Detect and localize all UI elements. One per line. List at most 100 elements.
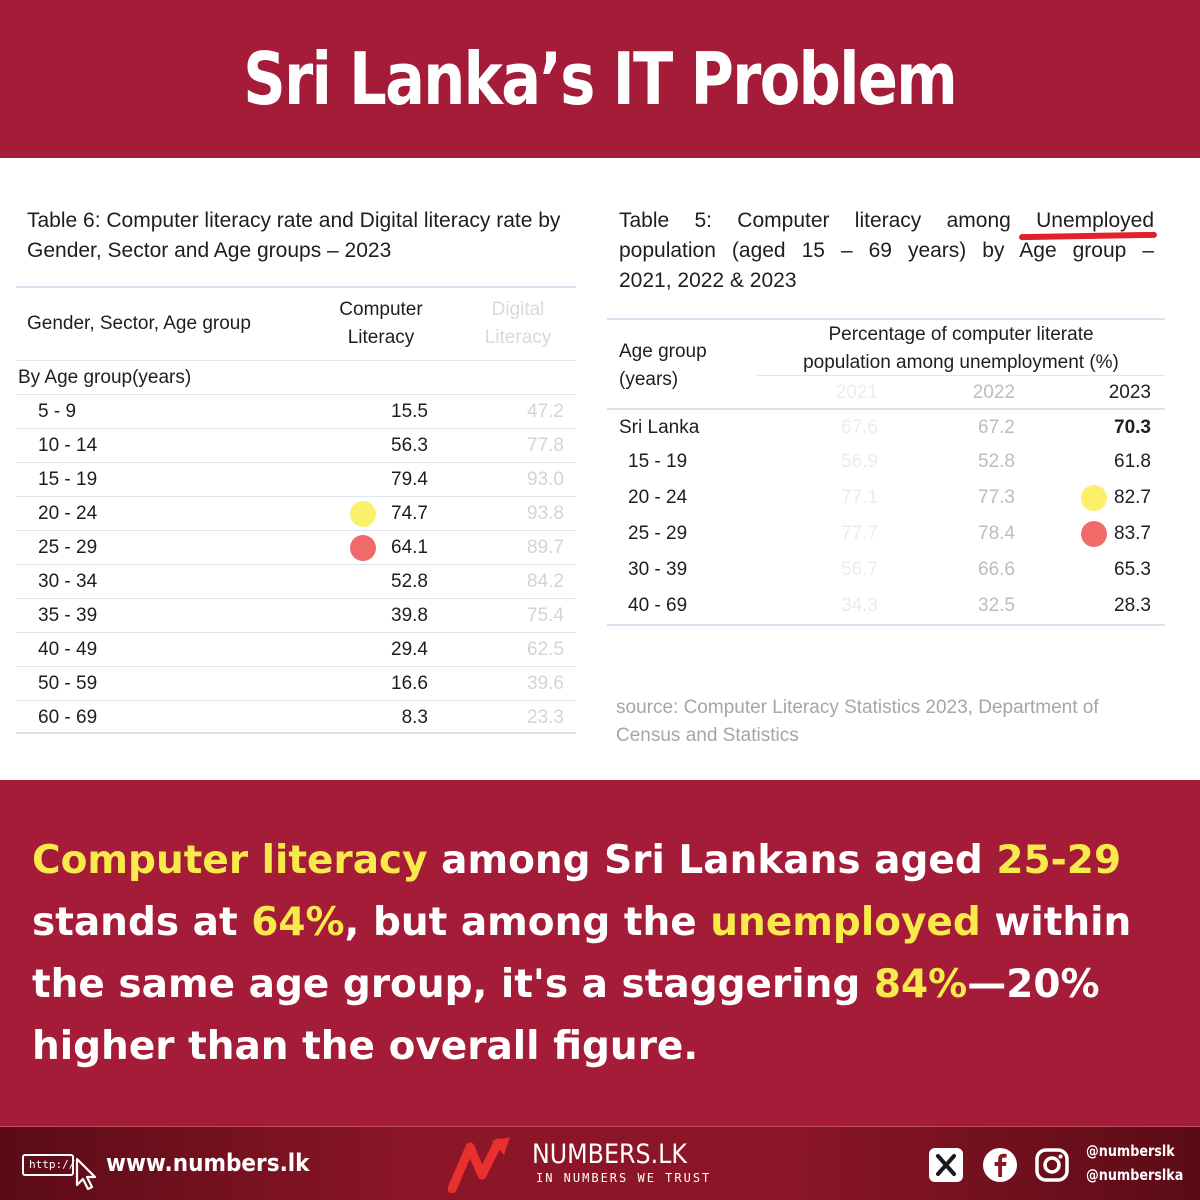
table5-col-percentage: Percentage of computer literate populati…	[757, 320, 1165, 376]
table6-rows: 5 - 9 15.5 47.2 10 - 14 56.3 77.8 15 - 19 79.4 9…	[16, 394, 576, 734]
value-2023-cell: 82.7	[1114, 487, 1151, 508]
page-title: Sri Lanka’s IT Problem	[243, 37, 959, 121]
table6-col-computer-line2: Literacy	[347, 327, 415, 348]
digital-literacy-cell: 89.7	[527, 537, 564, 558]
value-2021-cell: 56.7	[841, 559, 878, 580]
table-row: 30 - 34 52.8 84.2	[16, 564, 576, 598]
digital-literacy-cell: 47.2	[527, 401, 564, 422]
value-2023-cell: 28.3	[1114, 595, 1151, 616]
key-statement: Computer literacy among Sri Lankans aged…	[32, 830, 1182, 1078]
age-group-cell: 25 - 29	[628, 523, 688, 544]
table6-col-computer-line1: Computer	[339, 299, 423, 320]
brand-tagline: IN NUMBERS WE TRUST	[536, 1171, 712, 1185]
statement-text: —20% higher than the overall figure.	[32, 962, 1100, 1069]
age-cell: 35 - 39	[38, 605, 98, 626]
footer: http:// www.numbers.lk NUMBERS.LK IN NUM…	[0, 1126, 1200, 1200]
age-cell: 5 - 9	[38, 401, 77, 422]
computer-literacy-cell: 39.8	[391, 605, 428, 626]
tables-panel: Table 6: Computer literacy rate and Digi…	[0, 158, 1200, 780]
table-row: 60 - 69 8.3 23.3	[16, 700, 576, 734]
table5-year-2021: 2021	[835, 382, 878, 403]
red-dot-marker	[350, 535, 376, 561]
value-2023-cell: 61.8	[1114, 451, 1151, 472]
numbers-logo-icon	[448, 1137, 510, 1193]
table6-header: Gender, Sector, Age group Computer Liter…	[16, 286, 576, 360]
age-cell: 20 - 24	[38, 503, 98, 524]
table6-col-group: Gender, Sector, Age group	[27, 313, 251, 334]
value-2021-cell: 67.6	[841, 417, 878, 438]
digital-literacy-cell: 93.8	[527, 503, 564, 524]
table6-col-computer: Computer Literacy	[316, 296, 446, 352]
computer-literacy-cell: 79.4	[391, 469, 428, 490]
value-2022-cell: 32.5	[978, 595, 1015, 616]
statement-text: within the same age group, it's a stagge…	[32, 900, 1132, 1007]
table-row: 20 - 24 74.7 93.8	[16, 496, 576, 530]
table-row: 50 - 59 16.6 39.6	[16, 666, 576, 700]
table5: Age group (years) Percentage of computer…	[607, 318, 1165, 626]
table6-col-digital: Digital Literacy	[468, 296, 568, 352]
age-cell: 50 - 59	[38, 673, 98, 694]
age-cell: 10 - 14	[38, 435, 98, 456]
table-row: 35 - 39 39.8 75.4	[16, 598, 576, 632]
table5-caption: Table 5: Computer literacy among Unemplo…	[619, 206, 1154, 296]
instagram-icon[interactable]	[1034, 1147, 1070, 1183]
table-row: 10 - 14 56.3 77.8	[16, 428, 576, 462]
website-link[interactable]: www.numbers.lk	[106, 1149, 310, 1177]
age-group-cell: 30 - 39	[628, 559, 688, 580]
value-2022-cell: 66.6	[978, 559, 1015, 580]
table5-year-2023: 2023	[1108, 382, 1151, 403]
statement-text: stands at	[32, 900, 252, 945]
table5-caption-line2: population (aged 15 – 69 years) by Age g…	[619, 239, 1154, 262]
value-2021-cell: 77.7	[841, 523, 878, 544]
table6-caption: Table 6: Computer literacy rate and Digi…	[27, 209, 561, 262]
age-cell: 25 - 29	[38, 537, 98, 558]
age-group-cell: 20 - 24	[628, 487, 688, 508]
digital-literacy-cell: 84.2	[527, 571, 564, 592]
table6: Gender, Sector, Age group Computer Liter…	[16, 286, 576, 734]
handle-secondary[interactable]: @numberslka	[1086, 1166, 1184, 1184]
table5-rows: Sri Lanka 67.6 67.2 70.3 15 - 19 56.9 52.8 61.8…	[607, 408, 1165, 626]
table6-col-digital-line2: Literacy	[484, 327, 552, 348]
computer-literacy-cell: 52.8	[391, 571, 428, 592]
digital-literacy-cell: 39.6	[527, 673, 564, 694]
value-2021-cell: 77.1	[841, 487, 878, 508]
http-icon: http://	[22, 1154, 75, 1176]
x-icon[interactable]	[928, 1147, 964, 1183]
table-row: 5 - 9 15.5 47.2	[16, 394, 576, 428]
age-group-cell: Sri Lanka	[619, 417, 700, 438]
table-row: 15 - 19 56.9 52.8 61.8	[607, 444, 1165, 480]
table-row: 15 - 19 79.4 93.0	[16, 462, 576, 496]
table6-col-digital-line1: Digital	[491, 299, 545, 320]
table5-caption-line1: Table 5: Computer literacy among Unemplo…	[619, 209, 1154, 232]
statement-text: among Sri Lankans aged	[427, 838, 997, 883]
age-cell: 60 - 69	[38, 707, 98, 728]
facebook-icon[interactable]	[982, 1147, 1018, 1183]
statement-highlight: 64%	[251, 900, 345, 945]
age-cell: 40 - 49	[38, 639, 98, 660]
age-group-cell: 40 - 69	[628, 595, 688, 616]
table-row: 25 - 29 64.1 89.7	[16, 530, 576, 564]
value-2022-cell: 78.4	[978, 523, 1015, 544]
computer-literacy-cell: 56.3	[391, 435, 428, 456]
table-row: 30 - 39 56.7 66.6 65.3	[607, 552, 1165, 588]
handle-primary[interactable]: @numberslk	[1086, 1142, 1175, 1160]
value-2023-cell: 65.3	[1114, 559, 1151, 580]
statement-highlight: 84%	[873, 962, 968, 1007]
computer-literacy-cell: 64.1	[391, 537, 428, 558]
digital-literacy-cell: 75.4	[527, 605, 564, 626]
computer-literacy-cell: 29.4	[391, 639, 428, 660]
table6-section-label: By Age group(years)	[16, 360, 576, 394]
age-cell: 15 - 19	[38, 469, 98, 490]
value-2021-cell: 34.3	[841, 595, 878, 616]
table-row: 25 - 29 77.7 78.4 83.7	[607, 516, 1165, 552]
table5-col-group-line1: Age group	[619, 341, 707, 362]
computer-literacy-cell: 8.3	[401, 707, 428, 728]
table-row: 40 - 69 34.3 32.5 28.3	[607, 588, 1165, 624]
table5-year-2022: 2022	[972, 382, 1015, 403]
table-row: Sri Lanka 67.6 67.2 70.3	[607, 408, 1165, 444]
social-handles: @numberslk @numberslka	[1086, 1139, 1183, 1187]
table-row: 40 - 49 29.4 62.5	[16, 632, 576, 666]
digital-literacy-cell: 62.5	[527, 639, 564, 660]
value-2022-cell: 52.8	[978, 451, 1015, 472]
statement-text: , but among the	[344, 900, 711, 945]
